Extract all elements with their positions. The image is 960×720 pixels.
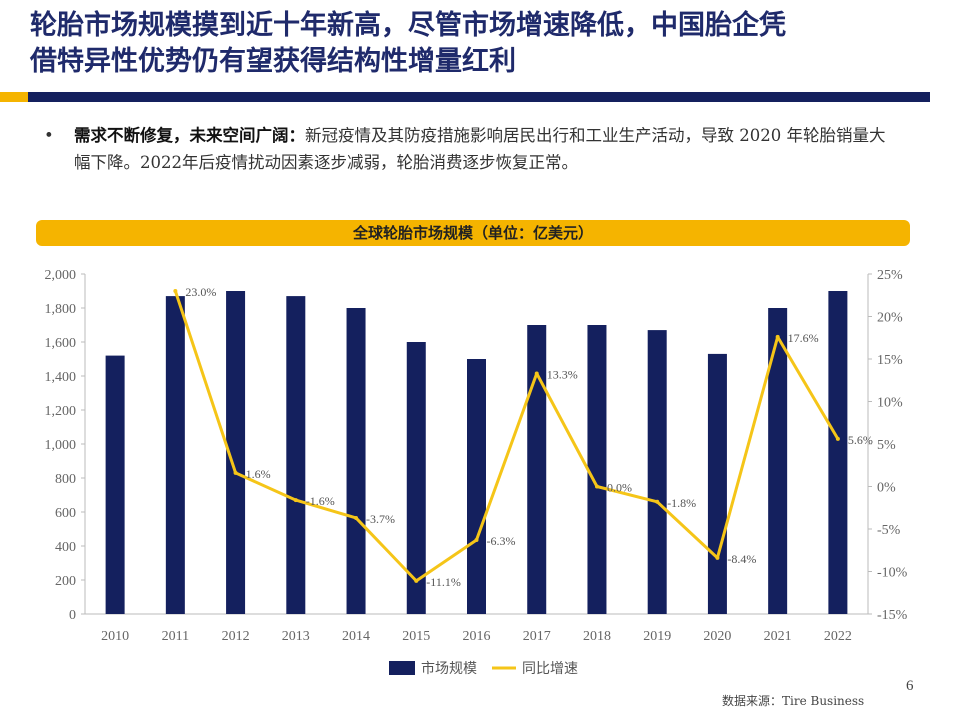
y-left-tick-label: 1,000 <box>45 438 77 453</box>
y-left-tick-label: 200 <box>55 574 76 589</box>
title-underline-accent <box>0 92 28 102</box>
bar-market-size <box>467 359 486 614</box>
growth-rate-data-label: 13.3% <box>547 367 578 381</box>
bullet-paragraph: • 需求不断修复，未来空间广阔：新冠疫情及其防疫措施影响居民出行和工业生产活动，… <box>44 122 894 176</box>
y-right-tick-label: 20% <box>877 311 903 326</box>
x-tick-label: 2017 <box>523 629 551 644</box>
page-title-line-2: 借特异性优势仍有望获得结构性增量红利 <box>30 46 516 77</box>
growth-rate-point <box>293 498 298 503</box>
bar-market-size <box>647 330 667 614</box>
x-tick-label: 2014 <box>342 629 370 644</box>
growth-rate-data-label: 23.0% <box>185 285 216 299</box>
legend-bar-swatch <box>389 661 415 675</box>
growth-rate-point <box>173 289 178 293</box>
bar-market-size <box>587 325 607 614</box>
growth-rate-data-label: -1.6% <box>306 494 335 508</box>
growth-rate-data-label: -11.1% <box>426 575 461 589</box>
growth-rate-point <box>354 515 359 520</box>
bar-market-size <box>105 355 125 614</box>
y-left-tick-label: 1,400 <box>45 370 77 385</box>
legend-line-label: 同比增速 <box>522 661 578 677</box>
growth-rate-point <box>715 555 720 560</box>
growth-rate-data-label: -1.8% <box>667 496 696 510</box>
growth-rate-data-label: 0.0% <box>607 481 632 495</box>
x-tick-label: 2012 <box>222 629 250 644</box>
growth-rate-point <box>474 538 479 543</box>
growth-rate-data-label: -6.3% <box>487 534 516 548</box>
y-left-tick-label: 0 <box>69 608 76 623</box>
bar-market-size <box>828 291 848 614</box>
page-number: 6 <box>906 678 914 694</box>
bar-market-size <box>768 308 788 614</box>
y-left-tick-label: 400 <box>55 540 76 555</box>
data-source: 数据来源：Tire Business <box>722 694 865 708</box>
y-right-tick-label: -15% <box>877 608 908 623</box>
growth-rate-point <box>233 470 238 475</box>
tire-market-chart: 0 200 400 600 800 1,000 1,200 1,400 1,600 1,800 2,… <box>45 268 908 677</box>
bar-market-size <box>286 296 306 614</box>
x-tick-label: 2015 <box>402 629 430 644</box>
chart-title-banner: 全球轮胎市场规模（单位：亿美元） <box>36 220 910 246</box>
x-tick-label: 2019 <box>643 629 671 644</box>
growth-rate-data-label: 5.6% <box>848 433 873 447</box>
y-left-tick-label: 1,200 <box>45 404 77 419</box>
y-right-tick-label: -5% <box>877 523 901 538</box>
x-tick-label: 2022 <box>824 629 852 644</box>
bar-market-size <box>707 353 727 614</box>
bar-market-size <box>406 342 426 614</box>
x-tick-label: 2011 <box>162 629 189 644</box>
growth-rate-point <box>594 484 599 489</box>
x-tick-label: 2010 <box>101 629 129 644</box>
growth-rate-data-label: 17.6% <box>788 331 819 345</box>
y-right-tick-label: -10% <box>877 566 908 581</box>
x-tick-label: 2016 <box>463 629 491 644</box>
y-left-tick-label: 2,000 <box>45 268 77 283</box>
title-underline <box>28 92 930 102</box>
x-tick-label: 2021 <box>764 629 792 644</box>
y-left-tick-label: 1,600 <box>45 336 77 351</box>
y-right-tick-label: 25% <box>877 268 903 283</box>
y-right-tick-label: 10% <box>877 396 903 411</box>
y-left-tick-label: 800 <box>55 472 76 487</box>
x-tick-label: 2020 <box>703 629 731 644</box>
x-tick-label: 2013 <box>282 629 310 644</box>
growth-rate-point <box>835 436 840 441</box>
growth-rate-line <box>173 290 840 583</box>
y-right-tick-label: 0% <box>877 481 896 496</box>
growth-rate-data-label: -8.4% <box>727 552 756 566</box>
y-left-tick-label: 1,800 <box>45 302 77 317</box>
bar-market-size <box>346 308 366 614</box>
y-right-tick-label: 5% <box>877 438 896 453</box>
bullet-text: 新冠疫情及其防疫措施影响居民出行和工业生产活动，导致 2020 年轮胎销量大幅下… <box>74 126 886 172</box>
bullet-lead: 需求不断修复，未来空间广阔： <box>74 126 305 145</box>
growth-rate-point <box>534 371 539 376</box>
page-title-line-1: 轮胎市场规模摸到近十年新高，尽管市场增速降低，中国胎企凭 <box>30 10 786 41</box>
growth-rate-data-label: -3.7% <box>366 512 395 526</box>
x-tick-label: 2018 <box>583 629 611 644</box>
growth-rate-point <box>775 334 780 339</box>
y-right-tick-label: 15% <box>877 353 903 368</box>
page-title: 轮胎市场规模摸到近十年新高，尽管市场增速降低，中国胎企凭 借特异性优势仍有望获得… <box>30 8 940 80</box>
bar-market-size <box>165 296 185 614</box>
bar-market-size <box>527 325 547 614</box>
legend-bar-label: 市场规模 <box>421 660 477 677</box>
bullet-icon: • <box>44 126 54 145</box>
y-left-tick-label: 600 <box>55 506 76 521</box>
growth-rate-point <box>414 578 419 583</box>
growth-rate-data-label: 1.6% <box>246 467 271 481</box>
bar-market-size <box>226 291 246 614</box>
growth-rate-point <box>655 499 660 504</box>
